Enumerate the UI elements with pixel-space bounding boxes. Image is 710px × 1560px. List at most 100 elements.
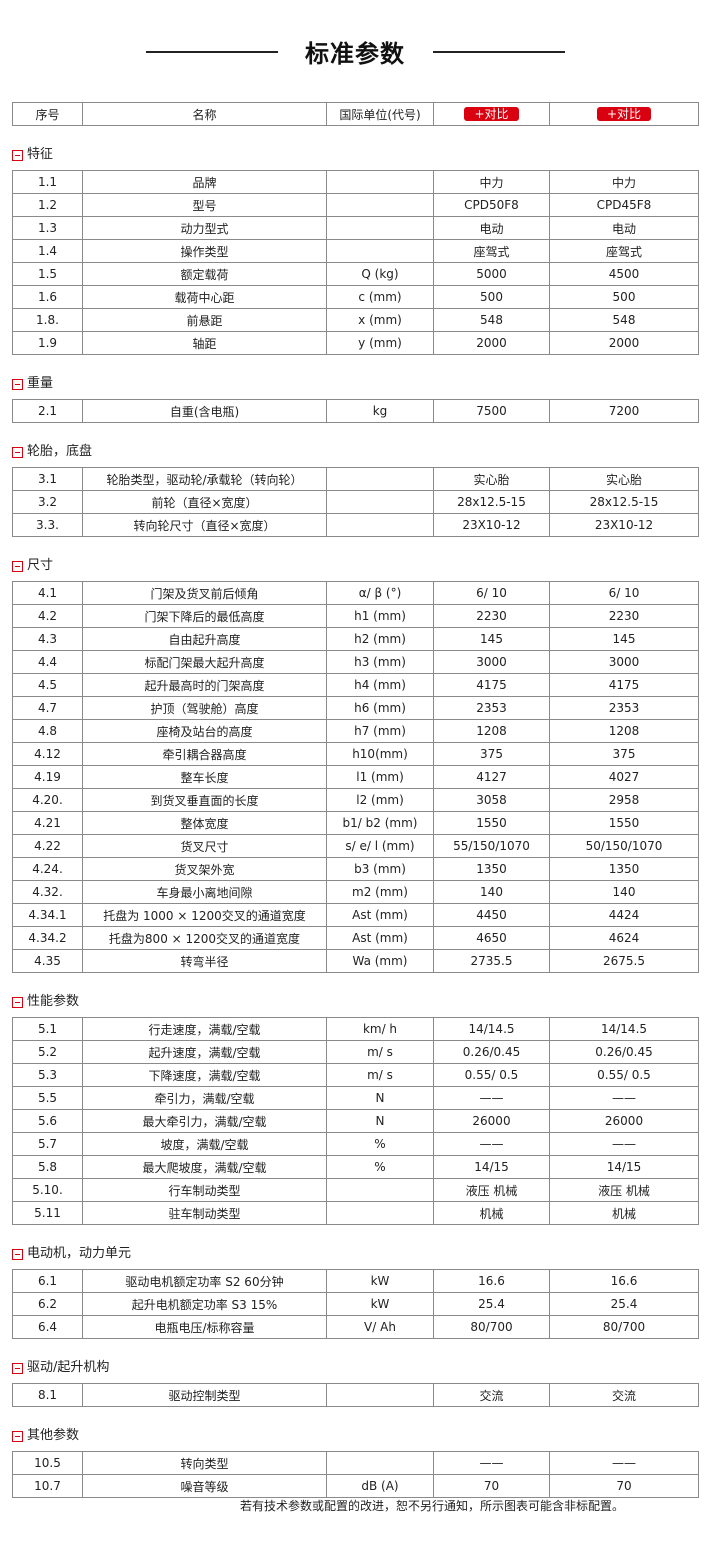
table-row: 4.5 起升最高时的门架高度 h4 (mm) 4175 4175 bbox=[12, 673, 699, 697]
table-row: 3.2 前轮（直径×宽度） 28x12.5-15 28x12.5-15 bbox=[12, 490, 699, 514]
collapse-icon[interactable] bbox=[12, 149, 23, 161]
collapse-icon[interactable] bbox=[12, 1248, 23, 1260]
cell-unit: s/ e/ l (mm) bbox=[326, 834, 434, 858]
cell-value-2: 液压 机械 bbox=[549, 1178, 699, 1202]
cell-no: 10.5 bbox=[12, 1451, 83, 1475]
cell-no: 5.5 bbox=[12, 1086, 83, 1110]
table-row: 2.1 自重(含电瓶) kg 7500 7200 bbox=[12, 399, 699, 423]
section-header[interactable]: 重量 bbox=[12, 374, 698, 394]
section-header[interactable]: 性能参数 bbox=[12, 992, 698, 1012]
cell-no: 5.3 bbox=[12, 1063, 83, 1087]
cell-value-1: 375 bbox=[433, 742, 550, 766]
table-row: 1.9 轴距 y (mm) 2000 2000 bbox=[12, 331, 699, 355]
cell-value-1: 23X10-12 bbox=[433, 513, 550, 537]
cell-no: 6.2 bbox=[12, 1292, 83, 1316]
section-header[interactable]: 特征 bbox=[12, 145, 698, 165]
table-row: 5.3 下降速度，满载/空载 m/ s 0.55/ 0.5 0.55/ 0.5 bbox=[12, 1063, 699, 1087]
cell-name: 动力型式 bbox=[82, 216, 327, 240]
cell-value-1: 4650 bbox=[433, 926, 550, 950]
table-row: 1.8. 前悬距 x (mm) 548 548 bbox=[12, 308, 699, 332]
cell-name: 转向类型 bbox=[82, 1451, 327, 1475]
cell-unit: N bbox=[326, 1086, 434, 1110]
section-header[interactable]: 驱动/起升机构 bbox=[12, 1358, 698, 1378]
cell-unit: dB (A) bbox=[326, 1474, 434, 1498]
cell-no: 4.20. bbox=[12, 788, 83, 812]
cell-value-2: —— bbox=[549, 1451, 699, 1475]
cell-no: 5.7 bbox=[12, 1132, 83, 1156]
collapse-icon[interactable] bbox=[12, 446, 23, 458]
cell-no: 5.6 bbox=[12, 1109, 83, 1133]
cell-value-2: 14/14.5 bbox=[549, 1017, 699, 1041]
table-row: 6.1 驱动电机额定功率 S2 60分钟 kW 16.6 16.6 bbox=[12, 1269, 699, 1293]
cell-value-1: 14/15 bbox=[433, 1155, 550, 1179]
cell-unit: h3 (mm) bbox=[326, 650, 434, 674]
cell-value-1: 548 bbox=[433, 308, 550, 332]
cell-value-2: 1208 bbox=[549, 719, 699, 743]
cell-unit: h7 (mm) bbox=[326, 719, 434, 743]
section-header[interactable]: 其他参数 bbox=[12, 1426, 698, 1446]
compare-button-2[interactable]: +对比 bbox=[596, 107, 652, 121]
cell-value-2: 中力 bbox=[549, 170, 699, 194]
cell-name: 货叉架外宽 bbox=[82, 857, 327, 881]
cell-no: 1.9 bbox=[12, 331, 83, 355]
cell-value-1: 机械 bbox=[433, 1201, 550, 1225]
cell-value-2: 140 bbox=[549, 880, 699, 904]
cell-unit: y (mm) bbox=[326, 331, 434, 355]
cell-value-1: 2000 bbox=[433, 331, 550, 355]
header-compare-2: +对比 bbox=[549, 102, 699, 126]
cell-name: 自重(含电瓶) bbox=[82, 399, 327, 423]
section-table: 4.1 门架及货叉前后倾角 α/ β (°) 6/ 10 6/ 10 4.2 门架下降后的最… bbox=[12, 581, 699, 973]
cell-value-2: 2675.5 bbox=[549, 949, 699, 973]
cell-value-1: 电动 bbox=[433, 216, 550, 240]
cell-unit: m/ s bbox=[326, 1063, 434, 1087]
cell-name: 前轮（直径×宽度） bbox=[82, 490, 327, 514]
cell-value-1: 16.6 bbox=[433, 1269, 550, 1293]
header-table: 序号 名称 国际单位(代号) +对比 +对比 bbox=[12, 102, 699, 126]
collapse-icon[interactable] bbox=[12, 996, 23, 1008]
cell-value-2: 2958 bbox=[549, 788, 699, 812]
cell-value-2: CPD45F8 bbox=[549, 193, 699, 217]
cell-name: 坡度，满载/空载 bbox=[82, 1132, 327, 1156]
table-row: 3.1 轮胎类型，驱动轮/承载轮（转向轮） 实心胎 实心胎 bbox=[12, 467, 699, 491]
section-header[interactable]: 电动机，动力单元 bbox=[12, 1244, 698, 1264]
cell-no: 3.2 bbox=[12, 490, 83, 514]
collapse-icon[interactable] bbox=[12, 1362, 23, 1374]
compare-button-1[interactable]: +对比 bbox=[464, 107, 519, 121]
cell-unit: h1 (mm) bbox=[326, 604, 434, 628]
cell-unit: V/ Ah bbox=[326, 1315, 434, 1339]
table-row: 5.1 行走速度，满载/空载 km/ h 14/14.5 14/14.5 bbox=[12, 1017, 699, 1041]
cell-no: 5.10. bbox=[12, 1178, 83, 1202]
section-header[interactable]: 轮胎，底盘 bbox=[12, 442, 698, 462]
cell-name: 转弯半径 bbox=[82, 949, 327, 973]
cell-no: 1.3 bbox=[12, 216, 83, 240]
section-header[interactable]: 尺寸 bbox=[12, 556, 698, 576]
cell-unit bbox=[326, 1451, 434, 1475]
section-title: 性能参数 bbox=[27, 994, 80, 1009]
table-row: 4.20. 到货叉垂直面的长度 l2 (mm) 3058 2958 bbox=[12, 788, 699, 812]
cell-value-2: —— bbox=[549, 1086, 699, 1110]
cell-no: 1.8. bbox=[12, 308, 83, 332]
section-title: 尺寸 bbox=[27, 558, 54, 573]
table-row: 5.7 坡度，满载/空载% —— —— bbox=[12, 1132, 699, 1156]
table-row: 5.6 最大牵引力，满载/空载 N 26000 26000 bbox=[12, 1109, 699, 1133]
table-row: 5.10. 行车制动类型 液压 机械 液压 机械 bbox=[12, 1178, 699, 1202]
cell-value-2: 3000 bbox=[549, 650, 699, 674]
header-name: 名称 bbox=[82, 102, 327, 126]
cell-value-2: 26000 bbox=[549, 1109, 699, 1133]
collapse-icon[interactable] bbox=[12, 378, 23, 390]
cell-no: 4.7 bbox=[12, 696, 83, 720]
cell-name: 转向轮尺寸（直径×宽度） bbox=[82, 513, 327, 537]
cell-value-2: 50/150/1070 bbox=[549, 834, 699, 858]
cell-value-1: 5000 bbox=[433, 262, 550, 286]
collapse-icon[interactable] bbox=[12, 1430, 23, 1442]
cell-value-2: 2353 bbox=[549, 696, 699, 720]
section-title: 其他参数 bbox=[27, 1428, 80, 1443]
cell-name: 托盘为 1000 × 1200交叉的通道宽度 bbox=[82, 903, 327, 927]
collapse-icon[interactable] bbox=[12, 560, 23, 572]
cell-name: 驻车制动类型 bbox=[82, 1201, 327, 1225]
cell-no: 5.11 bbox=[12, 1201, 83, 1225]
cell-value-2: 14/15 bbox=[549, 1155, 699, 1179]
cell-unit: b1/ b2 (mm) bbox=[326, 811, 434, 835]
cell-unit bbox=[326, 239, 434, 263]
cell-value-2: 4624 bbox=[549, 926, 699, 950]
